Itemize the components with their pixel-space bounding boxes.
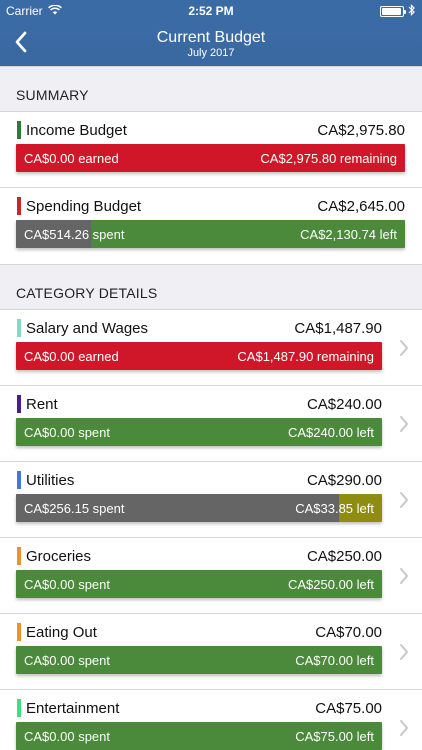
- budget-progress-bar: CA$0.00 spent CA$75.00 left: [16, 722, 382, 750]
- row-amount: CA$2,975.80: [317, 121, 405, 139]
- row-title: Eating Out: [26, 623, 97, 641]
- category-row[interactable]: Salary and Wages CA$1,487.90 CA$0.00 earne…: [0, 310, 422, 386]
- battery-fill: [382, 7, 401, 15]
- chevron-right-icon[interactable]: [398, 718, 410, 738]
- page-title: Current Budget: [156, 29, 266, 47]
- row-title: Groceries: [26, 547, 92, 565]
- row-amount: CA$1,487.90: [294, 319, 382, 337]
- progress-right-label: CA$75.00 left: [295, 728, 374, 744]
- row-amount: CA$2,645.00: [317, 197, 405, 215]
- battery-icon: [380, 5, 406, 17]
- status-time: 2:52 PM: [188, 4, 234, 18]
- row-title: Utilities: [26, 471, 75, 489]
- row-header: Entertainment: [17, 698, 119, 718]
- color-swatch: [17, 623, 21, 641]
- category-row[interactable]: Utilities CA$290.00 CA$256.15 spent CA$33.8…: [0, 462, 422, 538]
- category-list: Salary and Wages CA$1,487.90 CA$0.00 earne…: [0, 310, 422, 750]
- budget-progress-bar: CA$256.15 spent CA$33.85 left: [16, 494, 382, 522]
- color-swatch: [17, 395, 21, 413]
- progress-left-label: CA$0.00 spent: [24, 576, 111, 592]
- row-title: Entertainment: [26, 699, 120, 717]
- back-button[interactable]: [6, 22, 36, 66]
- color-swatch: [17, 319, 21, 337]
- category-details-section-header: CATEGORY DETAILS: [0, 264, 422, 310]
- progress-right-label: CA$70.00 left: [295, 652, 374, 668]
- chevron-right-icon[interactable]: [398, 642, 410, 662]
- progress-left-label: CA$0.00 earned: [24, 150, 119, 166]
- color-swatch: [17, 471, 21, 489]
- progress-right-label: CA$250.00 left: [287, 576, 374, 592]
- wifi-icon: [47, 4, 62, 18]
- progress-left-label: CA$0.00 spent: [24, 728, 111, 744]
- budget-progress-bar: CA$0.00 spent CA$250.00 left: [16, 570, 382, 598]
- status-right: [380, 3, 416, 19]
- navigation-bar: Current Budget July 2017: [0, 22, 422, 66]
- summary-section-header: SUMMARY: [0, 66, 422, 112]
- progress-left-label: CA$0.00 spent: [24, 652, 111, 668]
- row-header: Spending Budget: [17, 196, 141, 216]
- summary-list: Income Budget CA$2,975.80 CA$0.00 earned CA…: [0, 112, 422, 264]
- budget-progress-bar: CA$514.26 spent CA$2,130.74 left: [16, 220, 405, 248]
- chevron-right-icon[interactable]: [398, 566, 410, 586]
- category-row[interactable]: Rent CA$240.00 CA$0.00 spent CA$240.00 left: [0, 386, 422, 462]
- carrier-label: Carrier: [6, 4, 43, 18]
- status-left: Carrier: [6, 4, 62, 18]
- row-amount: CA$70.00: [315, 623, 382, 641]
- chevron-right-icon[interactable]: [398, 490, 410, 510]
- progress-right-label: CA$1,487.90 remaining: [237, 348, 374, 364]
- row-amount: CA$250.00: [306, 547, 382, 565]
- progress-left-label: CA$514.26 spent: [24, 226, 125, 242]
- progress-right-label: CA$33.85 left: [295, 500, 374, 516]
- summary-row: Spending Budget CA$2,645.00 CA$514.26 spen…: [0, 188, 422, 264]
- bluetooth-icon: [408, 3, 416, 19]
- row-amount: CA$75.00: [315, 699, 382, 717]
- category-row[interactable]: Groceries CA$250.00 CA$0.00 spent CA$250.00…: [0, 538, 422, 614]
- nav-titles: Current Budget July 2017: [157, 29, 266, 59]
- chevron-right-icon[interactable]: [398, 338, 410, 358]
- row-header: Income Budget: [17, 120, 127, 140]
- row-title: Spending Budget: [26, 197, 142, 215]
- row-header: Rent: [17, 394, 58, 414]
- progress-right-label: CA$2,130.74 left: [300, 226, 397, 242]
- row-header: Salary and Wages: [17, 318, 148, 338]
- row-amount: CA$290.00: [306, 471, 382, 489]
- row-title: Rent: [26, 395, 58, 413]
- row-header: Eating Out: [17, 622, 97, 642]
- budget-progress-bar: CA$0.00 spent CA$70.00 left: [16, 646, 382, 674]
- budget-progress-bar: CA$0.00 earned CA$1,487.90 remaining: [16, 342, 382, 370]
- progress-fill: [16, 494, 340, 522]
- color-swatch: [17, 121, 21, 139]
- status-bar: Carrier 2:52 PM: [0, 0, 422, 22]
- color-swatch: [17, 547, 21, 565]
- chevron-left-icon: [15, 31, 27, 58]
- progress-right-label: CA$2,975.80 remaining: [260, 150, 397, 166]
- row-header: Groceries: [17, 546, 91, 566]
- category-row[interactable]: Entertainment CA$75.00 CA$0.00 spent CA$75.…: [0, 690, 422, 750]
- progress-left-label: CA$0.00 spent: [24, 424, 111, 440]
- row-title: Income Budget: [26, 121, 127, 139]
- row-header: Utilities: [17, 470, 74, 490]
- progress-right-label: CA$240.00 left: [287, 424, 374, 440]
- progress-left-label: CA$0.00 earned: [24, 348, 119, 364]
- row-title: Salary and Wages: [26, 319, 149, 337]
- summary-row: Income Budget CA$2,975.80 CA$0.00 earned CA…: [0, 112, 422, 188]
- budget-progress-bar: CA$0.00 spent CA$240.00 left: [16, 418, 382, 446]
- progress-fill: [16, 220, 92, 248]
- progress-left-label: CA$256.15 spent: [24, 500, 125, 516]
- row-amount: CA$240.00: [306, 395, 382, 413]
- color-swatch: [17, 197, 21, 215]
- page-subtitle: July 2017: [187, 46, 235, 59]
- category-row[interactable]: Eating Out CA$70.00 CA$0.00 spent CA$70.00 …: [0, 614, 422, 690]
- chevron-right-icon[interactable]: [398, 414, 410, 434]
- color-swatch: [17, 699, 21, 717]
- budget-progress-bar: CA$0.00 earned CA$2,975.80 remaining: [16, 144, 405, 172]
